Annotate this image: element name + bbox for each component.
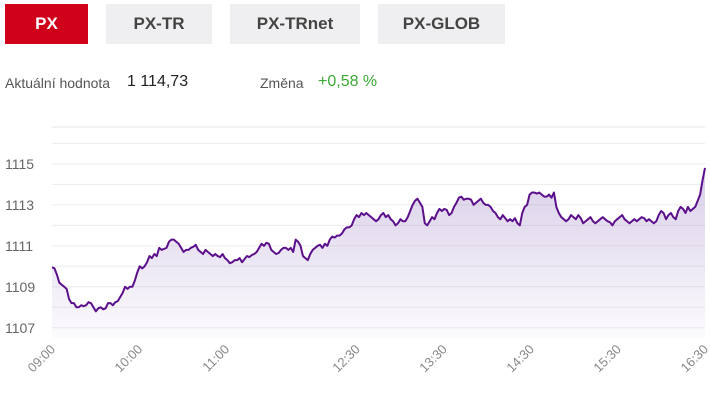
x-tick-label: 11:00 [199,342,232,375]
current-value-label: Aktuální hodnota [5,75,111,91]
x-tick-label: 14:30 [503,342,537,376]
tab-px[interactable]: PX [5,4,88,44]
x-tick-label: 10:00 [112,342,146,376]
x-tick-label: 09:00 [25,342,59,376]
y-axis: 1107 1109 1111 1113 1115 [5,156,35,336]
x-axis: 09:00 10:00 11:00 12:30 13:30 14:30 15:30 16:30 [25,342,710,376]
x-tick-label: 13:30 [416,342,450,376]
index-summary: Aktuální hodnota 1 114,73 Změna +0,58 % [5,72,705,94]
x-tick-label: 15:30 [590,342,624,376]
change-label: Změna [260,75,304,91]
y-tick-label: 1107 [5,320,35,336]
tab-px-tr[interactable]: PX-TR [106,4,212,44]
change-value: +0,58 % [318,73,378,90]
y-tick-label: 1111 [5,238,33,254]
series-area [52,167,705,338]
y-tick-label: 1109 [5,279,35,295]
tab-px-glob[interactable]: PX-GLOB [378,4,505,44]
tab-px-trnet[interactable]: PX-TRnet [230,4,360,44]
x-tick-label: 16:30 [678,342,710,376]
current-value: 1 114,73 [127,73,189,90]
series-line [51,167,706,313]
y-tick-label: 1113 [5,197,34,213]
y-tick-label: 1115 [5,156,34,172]
x-tick-label: 12:30 [329,342,363,376]
